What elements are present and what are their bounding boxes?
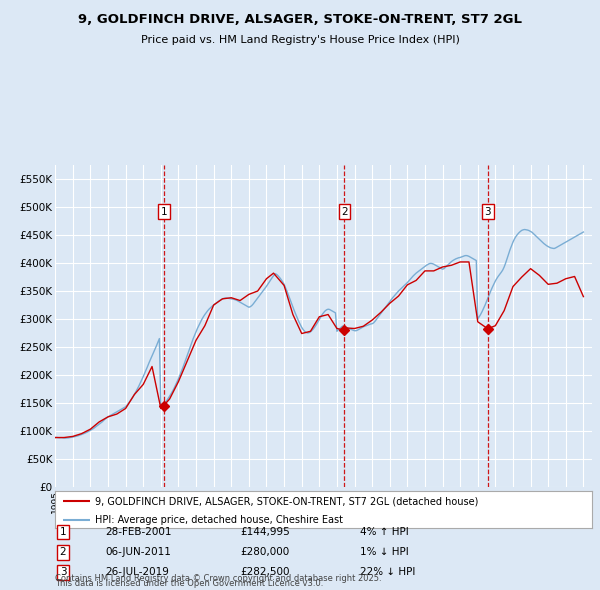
Text: 22% ↓ HPI: 22% ↓ HPI	[360, 568, 415, 577]
Text: 9, GOLDFINCH DRIVE, ALSAGER, STOKE-ON-TRENT, ST7 2GL (detached house): 9, GOLDFINCH DRIVE, ALSAGER, STOKE-ON-TR…	[95, 496, 479, 506]
Text: 28-FEB-2001: 28-FEB-2001	[105, 527, 172, 537]
Text: HPI: Average price, detached house, Cheshire East: HPI: Average price, detached house, Ches…	[95, 515, 343, 525]
Text: 4% ↑ HPI: 4% ↑ HPI	[360, 527, 409, 537]
Text: This data is licensed under the Open Government Licence v3.0.: This data is licensed under the Open Gov…	[55, 579, 323, 588]
Text: 2: 2	[341, 207, 348, 217]
Text: 1: 1	[59, 527, 67, 537]
Text: 1% ↓ HPI: 1% ↓ HPI	[360, 548, 409, 557]
Text: 06-JUN-2011: 06-JUN-2011	[105, 548, 171, 557]
Text: 1: 1	[160, 207, 167, 217]
Text: £144,995: £144,995	[240, 527, 290, 537]
Text: 3: 3	[484, 207, 491, 217]
Text: Price paid vs. HM Land Registry's House Price Index (HPI): Price paid vs. HM Land Registry's House …	[140, 35, 460, 45]
Text: 9, GOLDFINCH DRIVE, ALSAGER, STOKE-ON-TRENT, ST7 2GL: 9, GOLDFINCH DRIVE, ALSAGER, STOKE-ON-TR…	[78, 13, 522, 26]
Text: Contains HM Land Registry data © Crown copyright and database right 2025.: Contains HM Land Registry data © Crown c…	[55, 574, 382, 583]
Text: 2: 2	[59, 548, 67, 557]
Text: 3: 3	[59, 568, 67, 577]
Text: £280,000: £280,000	[240, 548, 289, 557]
Text: 26-JUL-2019: 26-JUL-2019	[105, 568, 169, 577]
Text: £282,500: £282,500	[240, 568, 290, 577]
